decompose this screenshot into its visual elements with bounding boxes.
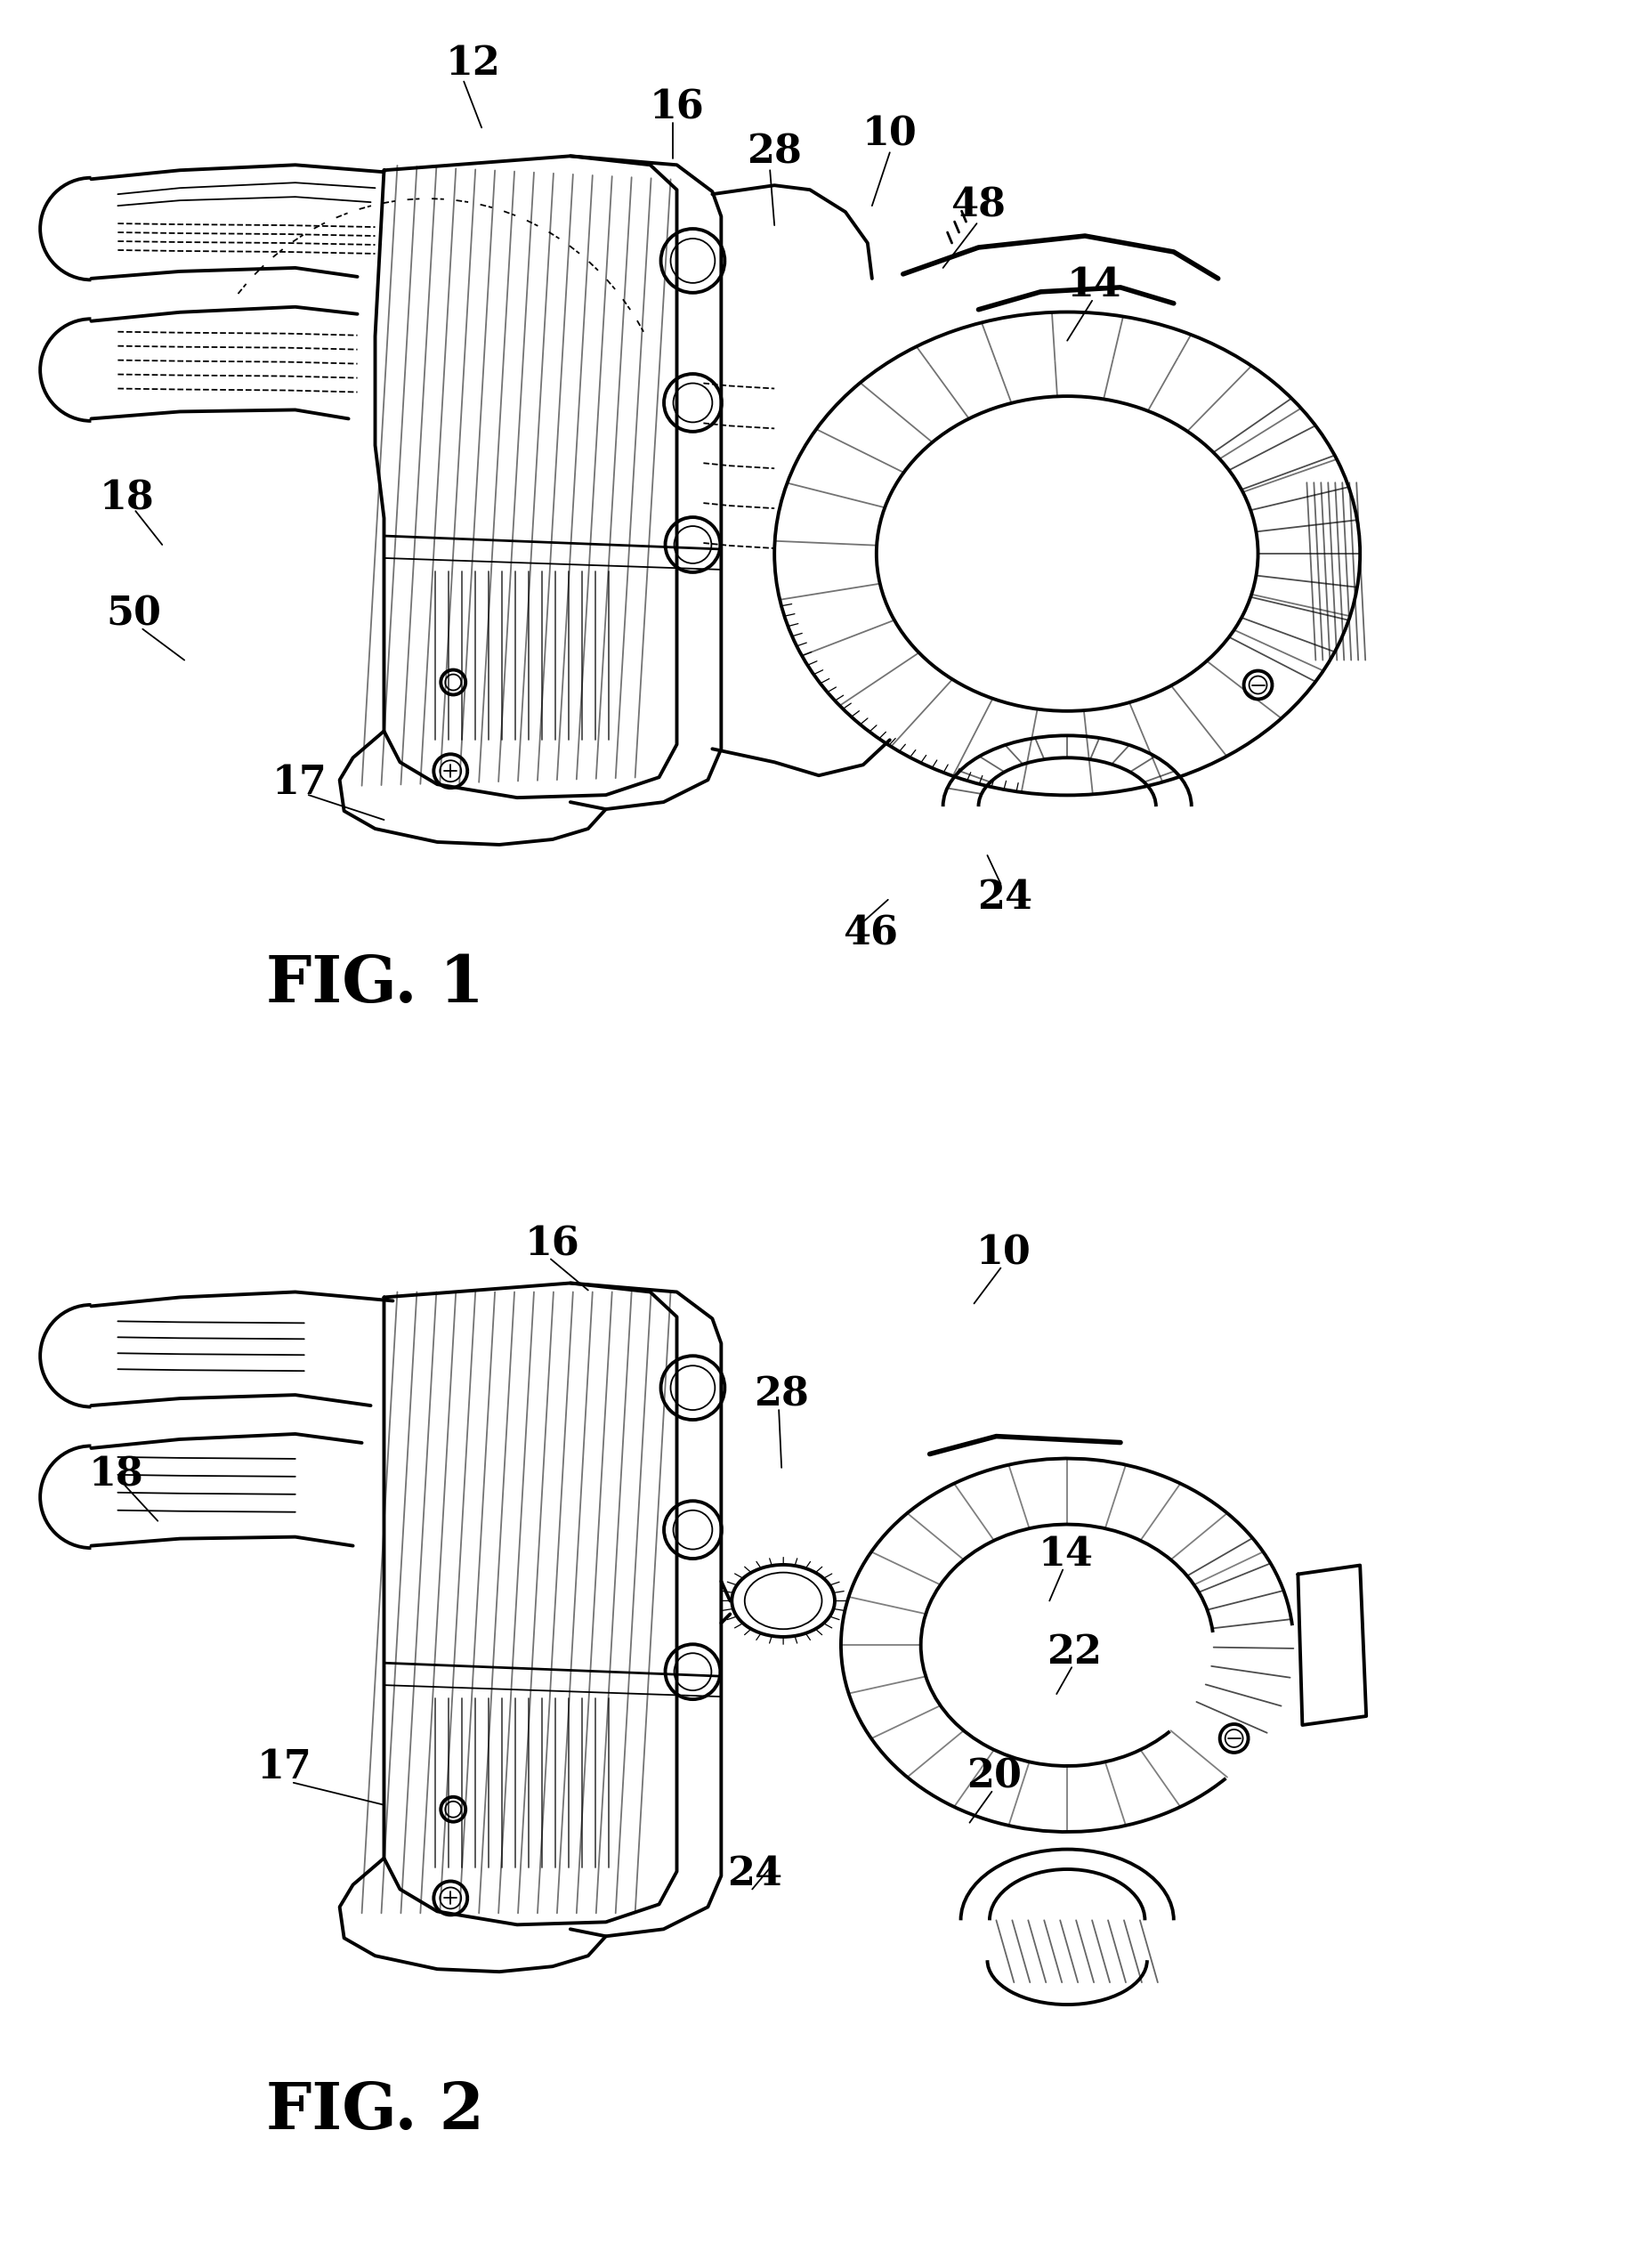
- Text: 18: 18: [89, 1456, 144, 1495]
- Text: 46: 46: [843, 914, 898, 953]
- Text: FIG. 2: FIG. 2: [266, 2080, 483, 2143]
- Text: FIG. 1: FIG. 1: [266, 953, 483, 1016]
- Text: 18: 18: [99, 479, 153, 517]
- Text: 24: 24: [977, 878, 1033, 916]
- Text: 28: 28: [754, 1377, 808, 1413]
- Text: 50: 50: [106, 594, 162, 633]
- Text: 14: 14: [1038, 1535, 1092, 1574]
- Text: 20: 20: [967, 1758, 1021, 1796]
- Text: 10: 10: [975, 1234, 1031, 1272]
- Text: 12: 12: [446, 45, 500, 84]
- Text: 28: 28: [747, 134, 802, 172]
- Text: 16: 16: [525, 1225, 581, 1263]
- Text: 16: 16: [650, 88, 705, 127]
- Text: 14: 14: [1066, 265, 1122, 304]
- Text: 17: 17: [257, 1749, 312, 1787]
- Text: 22: 22: [1046, 1633, 1102, 1672]
- Text: 10: 10: [863, 116, 917, 154]
- Text: 24: 24: [728, 1855, 782, 1894]
- Text: 17: 17: [272, 764, 327, 801]
- Text: 48: 48: [950, 186, 1006, 225]
